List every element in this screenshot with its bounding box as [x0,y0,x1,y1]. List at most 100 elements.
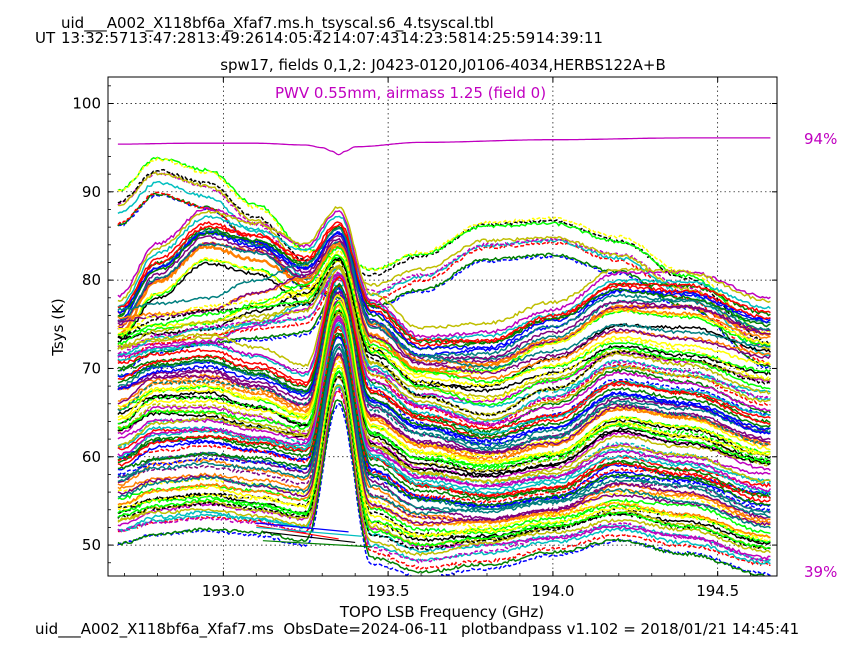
tsys-curve [117,299,771,463]
tsys-curve [117,354,771,527]
tsys-curve [256,526,362,537]
tsys-curve [117,226,771,345]
atm-transmission-layer [117,137,771,156]
ticks: 193.0 193.5 194.0 194.5 50 60 70 80 90 100 [72,77,777,600]
tsys-curve [117,332,772,502]
tsys-curve [117,272,771,425]
y-tick-label: 90 [82,183,101,201]
tsys-curve [117,305,771,458]
tsys-curve [117,375,771,560]
tsys-curve [117,157,771,334]
right-axis-top-label: 94% [804,130,837,148]
y-tick-label: 60 [82,448,101,466]
tsys-curve [117,311,771,476]
tsys-curve [117,170,771,349]
tsys-curve [117,277,771,428]
x-tick-label: 193.5 [367,582,410,600]
x-tick-label: 193.0 [202,582,245,600]
tsys-curve [117,319,772,493]
tsys-curve [117,241,771,358]
tsys-curve [117,231,771,351]
footer-right: plotbandpass v1.102 = 2018/01/21 14:45:4… [461,620,800,638]
ut-time: 14:23:58 [400,29,468,47]
y-tick-label: 100 [72,94,101,112]
tsys-curve [117,365,771,539]
tsys-curve [117,223,771,344]
tsys-curve [117,323,771,496]
ut-time: 14:05:42 [264,29,332,47]
ut-time: 13:32:57 [61,29,129,47]
tsys-curve [117,367,771,535]
chart-title: spw17, fields 0,1,2: J0423-0120,J0106-40… [220,56,666,74]
tsys-curve [117,256,772,393]
footer-left: uid___A002_X118bf6a_Xfaf7.ms ObsDate=202… [35,620,449,638]
y-tick-label: 70 [82,359,101,377]
tsys-curve [117,287,771,443]
tsys-curve [117,265,771,422]
tsys-curve [117,191,771,365]
tsys-curve [117,301,771,468]
tsys-curve [117,343,771,514]
tsys-curve [117,387,771,564]
tsys-curve [117,370,771,550]
tsys-curve [117,293,771,465]
atm-transmission-curve [117,137,771,156]
tsys-curve [117,282,771,440]
tsys-curve [117,346,771,521]
header-filename: uid___A002_X118bf6a_Xfaf7.ms.h_tsyscal.s… [61,14,494,32]
ut-time: 14:07:43 [332,29,400,47]
y-tick-label: 50 [82,536,101,554]
tsys-curve [117,156,771,336]
tsys-curve [117,370,771,545]
curves [117,156,772,576]
tsys-curve [117,336,771,509]
plot-frame [107,76,778,577]
tsys-curve [117,225,771,351]
y-tick-label: 80 [82,271,101,289]
tsys-curve [256,522,349,533]
tsys-curve [117,234,771,366]
y-axis-label: Tsys (K) [49,298,67,357]
tsys-curve [117,205,771,330]
tsys-curve [117,253,772,388]
tsys-curve [117,364,771,542]
tsys-curve [117,275,771,430]
tsys-curve [117,276,771,435]
tsys-curve [117,171,771,351]
ut-time: 14:39:11 [535,29,603,47]
tsys-curve [117,254,771,407]
x-tick-label: 194.5 [696,582,739,600]
tsys-curve [256,525,339,540]
tsys-curve [117,334,771,512]
tsys-curve [117,354,771,539]
tsys-curve [262,540,372,548]
tsys-curve [117,351,771,523]
ut-label: UT [35,29,56,47]
tsys-curve [117,327,771,504]
ut-time: 13:47:28 [128,29,197,47]
x-tick-label: 194.0 [531,582,574,600]
tsys-curve [117,311,771,484]
tsys-curve [117,265,771,399]
tsys-curve [117,249,771,402]
tsys-curve [117,293,771,456]
tsys-curve [117,384,771,557]
tsys-curve [117,399,771,576]
tsys-curve [117,221,771,347]
ut-time: 13:49:26 [196,29,264,47]
x-axis-label: TOPO LSB Frequency (GHz) [339,603,544,621]
tsys-curve [117,226,771,370]
tsys-curve [117,309,771,479]
tsys-curve [117,347,771,529]
tsys-curve [117,332,771,508]
right-axis-bottom-label: 39% [804,563,837,581]
tsys-curve [117,274,771,428]
ut-time: 14:25:59 [467,29,536,47]
tsys-curve [117,389,771,570]
tsys-curve [117,375,771,554]
tsys-curve [117,168,771,345]
tsys-curve [262,531,356,544]
tsys-curve [117,237,772,375]
tsys-curve [117,287,771,446]
